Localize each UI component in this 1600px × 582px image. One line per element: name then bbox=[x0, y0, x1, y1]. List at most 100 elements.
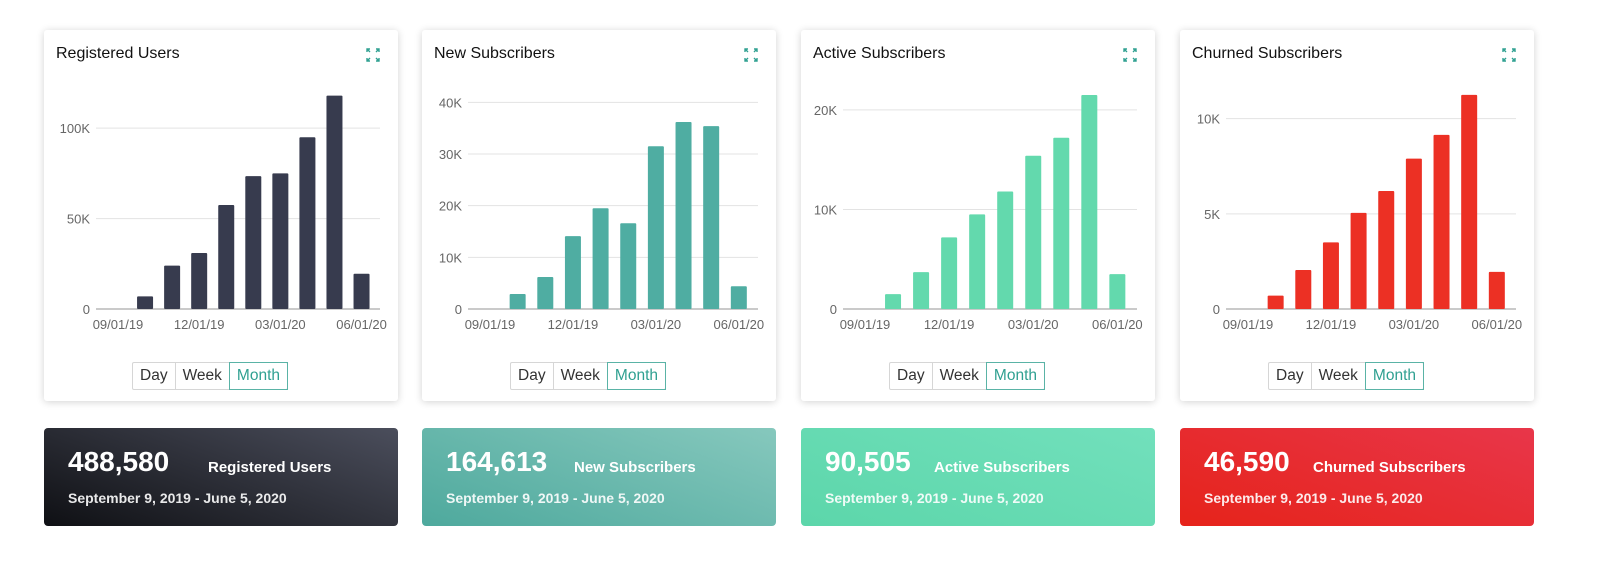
x-tick-label: 12/01/19 bbox=[548, 317, 599, 332]
date-range: September 9, 2019 - June 5, 2020 bbox=[68, 490, 287, 506]
stat-label: New Subscribers bbox=[574, 459, 696, 476]
y-tick-label: 40K bbox=[439, 95, 462, 110]
stat-value: 164,613 bbox=[446, 446, 548, 477]
period-day-button[interactable]: Day bbox=[1269, 363, 1312, 389]
bar[interactable] bbox=[885, 294, 902, 309]
bar[interactable] bbox=[509, 294, 526, 309]
bar[interactable] bbox=[592, 208, 609, 309]
bar[interactable] bbox=[1053, 137, 1070, 309]
chart-card: Active Subscribers 0 10K 20K 09/01/19 12/01/… bbox=[801, 30, 1155, 401]
bar[interactable] bbox=[997, 191, 1014, 309]
bar[interactable] bbox=[137, 296, 154, 309]
bar[interactable] bbox=[730, 286, 747, 309]
expand-icon[interactable] bbox=[1502, 48, 1516, 62]
bar[interactable] bbox=[537, 276, 554, 309]
bar[interactable] bbox=[703, 126, 720, 309]
bar[interactable] bbox=[245, 176, 262, 309]
period-month-button[interactable]: Month bbox=[985, 362, 1046, 390]
chart-card: Churned Subscribers 0 5K 10K 09/01/19 12/01/… bbox=[1180, 30, 1534, 401]
y-tick-label: 0 bbox=[1213, 302, 1220, 317]
period-week-button[interactable]: Week bbox=[176, 363, 230, 389]
bar[interactable] bbox=[1322, 242, 1339, 309]
period-week-button[interactable]: Week bbox=[1312, 363, 1366, 389]
y-tick-label: 30K bbox=[439, 147, 462, 162]
bar[interactable] bbox=[1109, 274, 1126, 309]
bar[interactable] bbox=[272, 173, 289, 309]
bar[interactable] bbox=[1488, 271, 1505, 309]
period-month-button[interactable]: Month bbox=[606, 362, 667, 390]
bar[interactable] bbox=[647, 146, 664, 309]
x-tick-label: 09/01/19 bbox=[465, 317, 516, 332]
bar[interactable] bbox=[564, 236, 581, 309]
bar[interactable] bbox=[969, 214, 986, 309]
period-month-button[interactable]: Month bbox=[228, 362, 289, 390]
bar[interactable] bbox=[191, 252, 208, 309]
x-tick-label: 03/01/20 bbox=[631, 317, 682, 332]
y-tick-label: 10K bbox=[439, 250, 462, 265]
period-toggle: Day Week Month bbox=[510, 362, 667, 390]
period-week-button[interactable]: Week bbox=[933, 363, 987, 389]
bar[interactable] bbox=[326, 95, 343, 309]
stat-card: 90,505 Active Subscribers September 9, 2… bbox=[801, 428, 1155, 526]
y-tick-label: 20K bbox=[439, 199, 462, 214]
bar[interactable] bbox=[353, 273, 370, 309]
period-day-button[interactable]: Day bbox=[890, 363, 933, 389]
bar[interactable] bbox=[1267, 295, 1284, 309]
bar-chart: 0 10K 20K 09/01/19 12/01/19 03/01/20 06/01/20 bbox=[814, 94, 1143, 332]
x-tick-label: 03/01/20 bbox=[255, 317, 306, 332]
chart-card: New Subscribers 0 10K 20K 30K 40K 09/01/19 12/… bbox=[422, 30, 776, 401]
bar[interactable] bbox=[1025, 155, 1042, 309]
period-day-button[interactable]: Day bbox=[511, 363, 554, 389]
y-tick-label: 10K bbox=[814, 202, 837, 217]
stat-card: 488,580 Registered Users September 9, 20… bbox=[44, 428, 398, 526]
stat-label: Churned Subscribers bbox=[1313, 459, 1466, 476]
period-toggle: Day Week Month bbox=[1268, 362, 1425, 390]
bar[interactable] bbox=[620, 223, 637, 309]
chart-card: Registered Users 0 50K 100K 09/01/19 12/01/1… bbox=[44, 30, 398, 401]
y-tick-label: 0 bbox=[455, 302, 462, 317]
x-tick-label: 06/01/20 bbox=[1092, 317, 1143, 332]
y-tick-label: 0 bbox=[83, 302, 90, 317]
x-tick-label: 09/01/19 bbox=[93, 317, 144, 332]
bar[interactable] bbox=[164, 265, 181, 309]
bar[interactable] bbox=[1461, 94, 1478, 310]
bar[interactable] bbox=[675, 121, 692, 309]
bar[interactable] bbox=[1405, 158, 1422, 309]
date-range: September 9, 2019 - June 5, 2020 bbox=[1204, 490, 1423, 506]
x-tick-label: 03/01/20 bbox=[1389, 317, 1440, 332]
bar-chart: 0 50K 100K 09/01/19 12/01/19 03/01/20 06/01/20 bbox=[60, 95, 387, 332]
stat-value: 46,590 bbox=[1204, 446, 1290, 477]
bar[interactable] bbox=[913, 272, 930, 309]
bar[interactable] bbox=[218, 205, 235, 309]
stat-label: Active Subscribers bbox=[934, 459, 1070, 476]
date-range: September 9, 2019 - June 5, 2020 bbox=[446, 490, 665, 506]
stat-label: Registered Users bbox=[208, 459, 332, 476]
bar[interactable] bbox=[1378, 190, 1395, 309]
y-tick-label: 5K bbox=[1204, 207, 1220, 222]
stat-card: 164,613 New Subscribers September 9, 201… bbox=[422, 428, 776, 526]
expand-icon[interactable] bbox=[1123, 48, 1137, 62]
stat-value: 488,580 bbox=[68, 446, 170, 477]
bar-chart: 0 10K 20K 30K 40K 09/01/19 12/01/19 03/01/20 06/… bbox=[439, 95, 764, 332]
period-day-button[interactable]: Day bbox=[133, 363, 176, 389]
date-range: September 9, 2019 - June 5, 2020 bbox=[825, 490, 1044, 506]
period-toggle: Day Week Month bbox=[132, 362, 289, 390]
expand-icon[interactable] bbox=[744, 48, 758, 62]
bar[interactable] bbox=[1295, 269, 1312, 309]
bar[interactable] bbox=[941, 237, 958, 309]
bar-chart: 0 5K 10K 09/01/19 12/01/19 03/01/20 06/01/20 bbox=[1197, 94, 1522, 332]
y-tick-label: 50K bbox=[67, 212, 90, 227]
y-tick-label: 20K bbox=[814, 103, 837, 118]
bar[interactable] bbox=[1081, 94, 1098, 309]
bar[interactable] bbox=[299, 137, 316, 309]
expand-icon[interactable] bbox=[366, 48, 380, 62]
x-tick-label: 03/01/20 bbox=[1008, 317, 1059, 332]
period-month-button[interactable]: Month bbox=[1364, 362, 1425, 390]
bar[interactable] bbox=[1433, 134, 1450, 309]
y-tick-label: 100K bbox=[60, 121, 91, 136]
chart-title: Registered Users bbox=[56, 45, 180, 62]
period-week-button[interactable]: Week bbox=[554, 363, 608, 389]
x-tick-label: 09/01/19 bbox=[1223, 317, 1274, 332]
bar[interactable] bbox=[1350, 212, 1367, 309]
y-tick-label: 0 bbox=[830, 302, 837, 317]
